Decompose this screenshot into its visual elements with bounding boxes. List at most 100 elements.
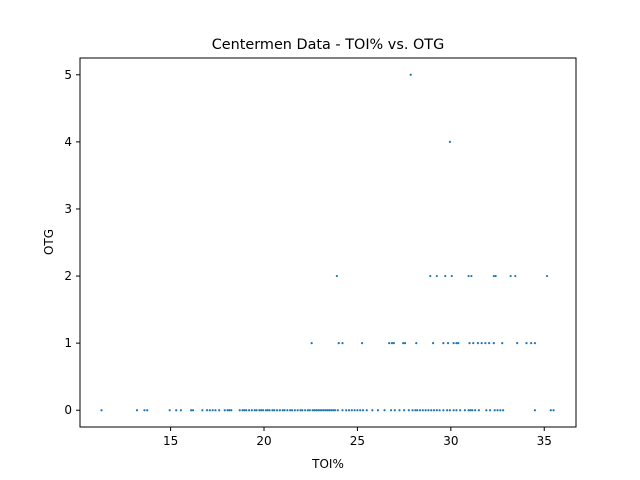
data-point bbox=[350, 409, 353, 412]
data-point bbox=[205, 409, 209, 412]
data-point bbox=[268, 409, 271, 412]
data-point bbox=[403, 409, 406, 412]
data-point bbox=[467, 409, 470, 412]
data-point bbox=[230, 409, 233, 412]
data-point bbox=[499, 409, 502, 412]
y-axis-label: OTG bbox=[42, 229, 56, 255]
data-point bbox=[383, 409, 386, 412]
data-point bbox=[218, 409, 221, 412]
data-point bbox=[328, 409, 331, 412]
data-point bbox=[432, 409, 436, 412]
data-point bbox=[289, 409, 292, 412]
data-point bbox=[452, 342, 455, 345]
data-point bbox=[389, 409, 393, 412]
data-point bbox=[457, 342, 460, 345]
data-point bbox=[427, 409, 430, 412]
data-point bbox=[488, 342, 491, 345]
data-point bbox=[356, 409, 359, 412]
data-point bbox=[301, 409, 304, 412]
data-point bbox=[472, 342, 475, 345]
data-points bbox=[100, 73, 555, 412]
data-point bbox=[371, 409, 374, 412]
data-point bbox=[146, 409, 149, 412]
data-point bbox=[260, 409, 263, 412]
plot-frame bbox=[79, 57, 577, 428]
data-point bbox=[480, 342, 483, 345]
data-point bbox=[317, 409, 320, 412]
data-point bbox=[330, 409, 333, 412]
data-point bbox=[211, 409, 214, 412]
data-point bbox=[552, 409, 555, 412]
x-tick-label: 25 bbox=[350, 434, 365, 448]
data-point bbox=[477, 409, 480, 412]
data-point bbox=[452, 409, 455, 412]
data-point bbox=[332, 409, 335, 412]
x-axis-ticks: 15 20 25 30 35 bbox=[163, 427, 552, 448]
data-point bbox=[444, 274, 447, 278]
data-point bbox=[258, 409, 261, 412]
data-point bbox=[485, 409, 488, 412]
y-tick-label: 5 bbox=[64, 68, 72, 82]
data-point bbox=[467, 274, 470, 278]
data-point bbox=[214, 409, 217, 412]
data-point bbox=[446, 342, 450, 345]
data-point bbox=[271, 409, 274, 412]
data-point bbox=[493, 409, 496, 412]
data-point bbox=[388, 342, 391, 345]
data-point bbox=[250, 409, 253, 412]
data-point bbox=[530, 342, 533, 345]
data-point bbox=[418, 409, 422, 412]
data-point bbox=[450, 274, 453, 278]
data-point bbox=[442, 342, 445, 345]
data-point bbox=[455, 409, 458, 412]
x-tick-label: 20 bbox=[256, 434, 271, 448]
data-point bbox=[326, 409, 329, 412]
data-point bbox=[501, 342, 504, 345]
data-point bbox=[430, 409, 433, 412]
data-point bbox=[470, 274, 473, 278]
data-point bbox=[502, 409, 505, 412]
data-point bbox=[179, 409, 182, 412]
data-point bbox=[335, 274, 338, 278]
data-point bbox=[471, 409, 474, 412]
data-point bbox=[468, 342, 471, 345]
data-point bbox=[392, 342, 395, 345]
data-point bbox=[243, 409, 246, 412]
data-point bbox=[304, 409, 307, 412]
data-point bbox=[533, 342, 537, 345]
data-point bbox=[446, 409, 449, 412]
data-point bbox=[296, 409, 299, 412]
data-point bbox=[429, 274, 432, 278]
data-point bbox=[255, 409, 258, 412]
x-tick-label: 15 bbox=[163, 434, 178, 448]
data-point bbox=[438, 409, 441, 412]
data-point bbox=[175, 409, 178, 412]
data-point bbox=[281, 409, 284, 412]
data-point bbox=[310, 342, 313, 345]
data-point bbox=[311, 409, 314, 412]
data-point bbox=[496, 409, 499, 412]
data-point bbox=[273, 409, 276, 412]
data-point bbox=[345, 409, 348, 412]
data-point bbox=[488, 409, 492, 412]
data-point bbox=[514, 274, 517, 278]
data-point bbox=[247, 409, 251, 412]
data-point bbox=[484, 342, 487, 345]
data-point bbox=[402, 342, 405, 345]
data-point bbox=[416, 409, 419, 412]
data-point bbox=[474, 409, 477, 412]
x-tick-label: 30 bbox=[443, 434, 458, 448]
data-point bbox=[525, 342, 528, 345]
data-point bbox=[415, 342, 418, 345]
data-point bbox=[299, 409, 302, 412]
data-point bbox=[476, 342, 480, 345]
data-point bbox=[261, 409, 265, 412]
data-point bbox=[266, 409, 269, 412]
data-point bbox=[421, 409, 424, 412]
data-point bbox=[245, 409, 248, 412]
data-point bbox=[320, 409, 324, 412]
data-point bbox=[238, 409, 241, 412]
data-point bbox=[135, 409, 139, 412]
data-point bbox=[190, 409, 193, 412]
